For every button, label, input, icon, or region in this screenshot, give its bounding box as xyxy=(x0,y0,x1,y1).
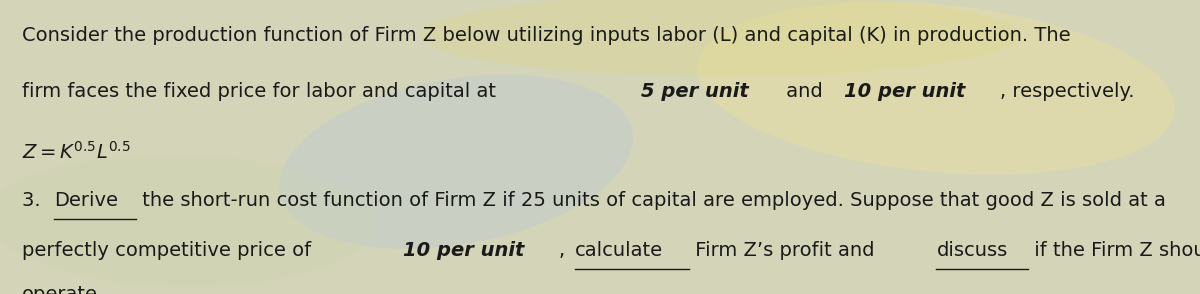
Ellipse shape xyxy=(280,75,632,249)
Text: firm faces the fixed price for labor and capital at: firm faces the fixed price for labor and… xyxy=(22,82,502,101)
Text: 3.: 3. xyxy=(22,191,47,210)
Ellipse shape xyxy=(0,154,373,287)
Text: ,: , xyxy=(559,241,571,260)
Text: discuss: discuss xyxy=(936,241,1008,260)
Text: if the Firm Z should continue to: if the Firm Z should continue to xyxy=(1028,241,1200,260)
Text: 5 per unit: 5 per unit xyxy=(641,82,749,101)
Text: 10 per unit: 10 per unit xyxy=(844,82,965,101)
Text: Derive: Derive xyxy=(54,191,118,210)
Text: Firm Z’s profit and: Firm Z’s profit and xyxy=(689,241,881,260)
Ellipse shape xyxy=(697,2,1175,175)
Text: 10 per unit: 10 per unit xyxy=(403,241,524,260)
Ellipse shape xyxy=(420,0,1020,76)
Text: , respectively.: , respectively. xyxy=(1000,82,1135,101)
Text: $Z = K^{0.5}L^{0.5}$: $Z = K^{0.5}L^{0.5}$ xyxy=(22,141,131,163)
Text: calculate: calculate xyxy=(575,241,664,260)
Text: and: and xyxy=(780,82,829,101)
Text: the short-run cost function of Firm Z if 25 units of capital are employed. Suppo: the short-run cost function of Firm Z if… xyxy=(137,191,1166,210)
Text: Consider the production function of Firm Z below utilizing inputs labor (L) and : Consider the production function of Firm… xyxy=(22,26,1070,46)
Text: perfectly competitive price of: perfectly competitive price of xyxy=(22,241,317,260)
Text: operate.: operate. xyxy=(22,285,104,294)
